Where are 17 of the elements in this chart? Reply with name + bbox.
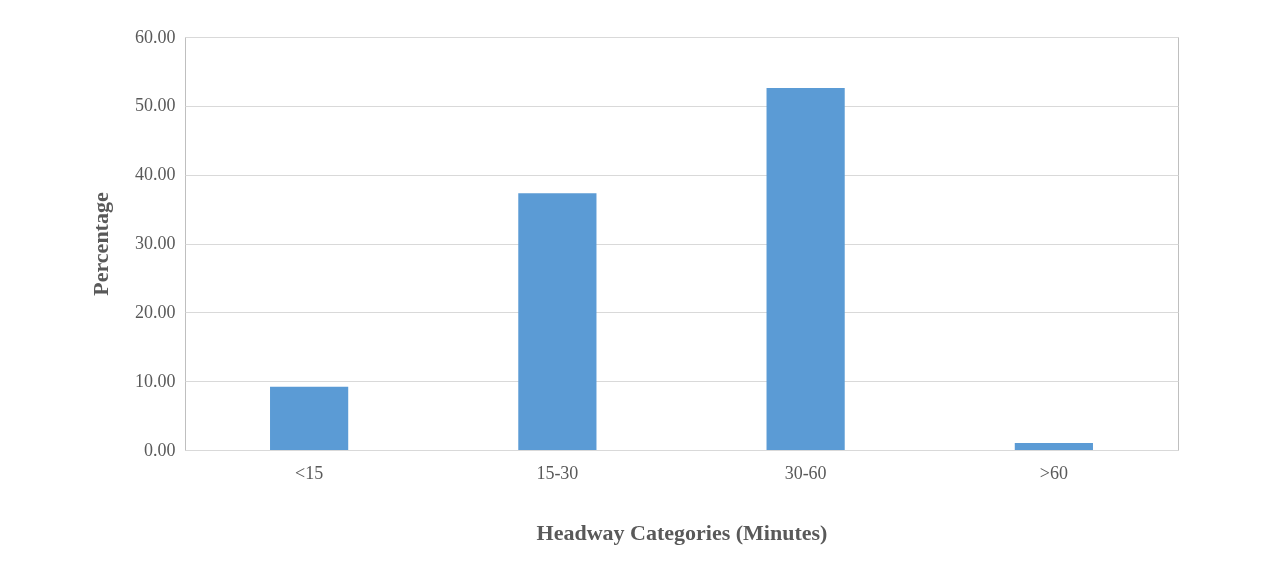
y-tick-label: 0.00 <box>144 439 176 460</box>
x-tick-label: >60 <box>1039 462 1068 483</box>
y-tick-label: 10.00 <box>135 370 176 391</box>
x-tick-label: 15-30 <box>536 462 579 483</box>
bar <box>270 386 349 450</box>
y-axis-title: Percentage <box>88 192 113 296</box>
bar <box>518 193 597 450</box>
bar <box>1014 443 1093 450</box>
y-tick-label: 30.00 <box>135 233 176 253</box>
x-tick-label: <15 <box>295 462 324 483</box>
y-tick-label: 40.00 <box>135 164 176 185</box>
y-tick-label: 60.00 <box>135 26 176 47</box>
y-tick-label: 20.00 <box>135 301 176 322</box>
bar <box>766 87 845 450</box>
y-tick-label: 50.00 <box>135 95 176 116</box>
x-tick-label: 30-60 <box>784 462 827 483</box>
x-axis-title: Headway Categories (Minutes) <box>536 519 828 545</box>
